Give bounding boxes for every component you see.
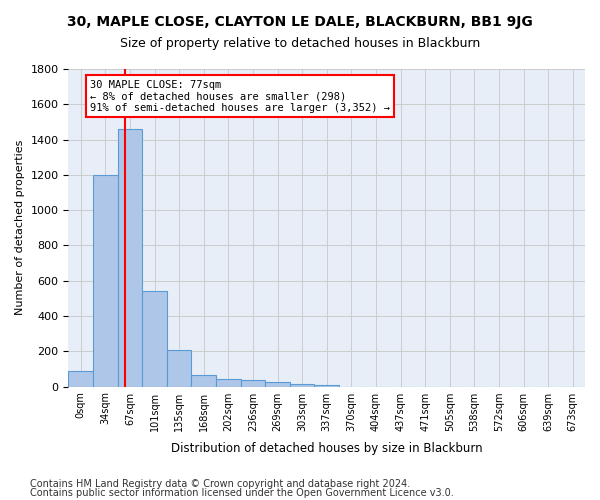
Bar xyxy=(314,385,339,386)
Bar xyxy=(265,382,290,386)
Text: 30, MAPLE CLOSE, CLAYTON LE DALE, BLACKBURN, BB1 9JG: 30, MAPLE CLOSE, CLAYTON LE DALE, BLACKB… xyxy=(67,15,533,29)
Y-axis label: Number of detached properties: Number of detached properties xyxy=(15,140,25,316)
Bar xyxy=(167,350,191,386)
Text: 30 MAPLE CLOSE: 77sqm
← 8% of detached houses are smaller (298)
91% of semi-deta: 30 MAPLE CLOSE: 77sqm ← 8% of detached h… xyxy=(90,80,390,113)
Bar xyxy=(142,292,167,386)
Text: Contains HM Land Registry data © Crown copyright and database right 2024.: Contains HM Land Registry data © Crown c… xyxy=(30,479,410,489)
Bar xyxy=(191,375,216,386)
Bar xyxy=(216,378,241,386)
Text: Size of property relative to detached houses in Blackburn: Size of property relative to detached ho… xyxy=(120,38,480,51)
Bar xyxy=(241,380,265,386)
Bar xyxy=(68,370,93,386)
Bar xyxy=(93,175,118,386)
Bar xyxy=(118,129,142,386)
Text: Contains public sector information licensed under the Open Government Licence v3: Contains public sector information licen… xyxy=(30,488,454,498)
X-axis label: Distribution of detached houses by size in Blackburn: Distribution of detached houses by size … xyxy=(171,442,482,455)
Bar xyxy=(290,384,314,386)
